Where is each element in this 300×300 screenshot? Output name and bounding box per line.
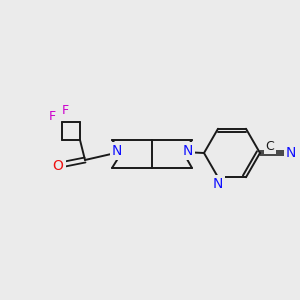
Text: N: N [112,144,122,158]
Text: F: F [61,104,69,118]
Text: N: N [286,146,296,160]
Text: F: F [48,110,56,124]
Text: N: N [213,177,223,191]
Text: C: C [266,140,274,152]
Text: O: O [52,159,63,173]
Text: N: N [183,144,193,158]
